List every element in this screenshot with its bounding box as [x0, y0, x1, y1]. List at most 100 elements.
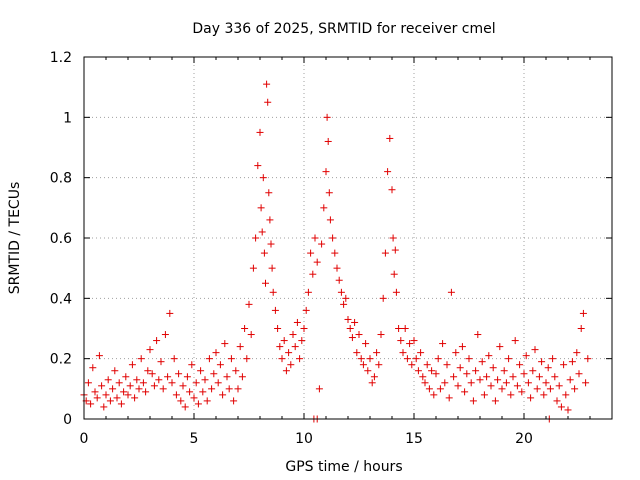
data-point	[315, 385, 323, 393]
data-point	[390, 270, 398, 278]
data-point	[291, 343, 299, 351]
data-point	[507, 391, 515, 399]
data-point	[190, 394, 198, 402]
data-point	[214, 379, 222, 387]
data-point	[458, 343, 466, 351]
data-point	[355, 331, 363, 339]
data-point	[260, 249, 268, 257]
data-point	[203, 397, 211, 405]
data-point	[373, 349, 381, 357]
data-point	[425, 385, 433, 393]
data-point	[296, 355, 304, 363]
data-point	[131, 394, 139, 402]
data-point	[362, 340, 370, 348]
data-point	[379, 294, 387, 302]
data-point	[102, 391, 110, 399]
data-point	[511, 337, 519, 345]
data-point	[172, 391, 180, 399]
data-point	[318, 240, 326, 248]
data-point	[465, 355, 473, 363]
data-point	[450, 373, 458, 381]
data-point	[128, 361, 136, 369]
data-point	[91, 388, 99, 396]
data-point	[293, 318, 301, 326]
data-point	[208, 385, 216, 393]
data-point	[436, 385, 444, 393]
y-axis-title: SRMTID / TECUs	[7, 182, 23, 295]
data-point	[529, 367, 537, 375]
data-point	[254, 162, 262, 170]
data-point	[560, 361, 568, 369]
data-point	[366, 355, 374, 363]
data-point	[210, 370, 218, 378]
data-point	[340, 300, 348, 308]
data-point	[89, 364, 97, 372]
data-point	[87, 400, 95, 408]
data-point	[469, 397, 477, 405]
data-point	[337, 288, 345, 296]
data-point	[287, 361, 295, 369]
data-point	[461, 388, 469, 396]
data-point	[410, 337, 418, 345]
data-point	[348, 334, 356, 342]
x-tick-label: 10	[295, 431, 313, 447]
data-point	[483, 373, 491, 381]
data-point	[298, 337, 306, 345]
data-point	[133, 376, 141, 384]
data-point	[232, 367, 240, 375]
data-point	[197, 367, 205, 375]
data-point	[568, 358, 576, 366]
data-point	[170, 355, 178, 363]
data-point	[399, 349, 407, 357]
data-point	[487, 382, 495, 390]
data-point	[216, 361, 224, 369]
data-point	[417, 349, 425, 357]
data-point	[264, 98, 272, 106]
data-point	[304, 288, 312, 296]
x-tick-label: 0	[80, 431, 89, 447]
y-tick-label: 1	[63, 110, 72, 126]
data-point	[115, 379, 123, 387]
data-point	[139, 379, 147, 387]
data-point	[164, 373, 172, 381]
data-point	[259, 174, 267, 182]
data-point	[179, 382, 187, 390]
data-point	[186, 388, 194, 396]
data-point	[137, 355, 145, 363]
data-point	[333, 264, 341, 272]
data-point	[430, 391, 438, 399]
data-point	[322, 168, 330, 176]
data-point	[359, 361, 367, 369]
data-point	[241, 325, 249, 332]
data-point	[491, 397, 499, 405]
data-point	[144, 367, 152, 375]
data-point	[168, 379, 176, 387]
data-point	[183, 373, 191, 381]
data-point	[252, 234, 260, 242]
data-point	[364, 367, 372, 375]
data-point	[505, 355, 513, 363]
data-point	[159, 385, 167, 393]
data-point	[117, 400, 125, 408]
data-point	[406, 340, 414, 348]
data-point	[432, 370, 440, 378]
data-point	[194, 400, 202, 408]
data-point	[419, 373, 427, 381]
data-point	[421, 379, 429, 387]
data-point	[223, 373, 231, 381]
data-point	[142, 388, 150, 396]
data-point	[212, 349, 220, 357]
data-point	[122, 373, 130, 381]
data-point	[454, 382, 462, 390]
data-point	[439, 340, 447, 348]
data-point	[300, 325, 308, 332]
data-point	[513, 382, 521, 390]
data-point	[476, 376, 484, 384]
data-point	[247, 331, 255, 339]
x-tick-label: 20	[515, 431, 533, 447]
data-point	[331, 249, 339, 257]
data-point	[584, 355, 592, 363]
data-point	[271, 306, 279, 314]
data-point	[309, 270, 317, 278]
